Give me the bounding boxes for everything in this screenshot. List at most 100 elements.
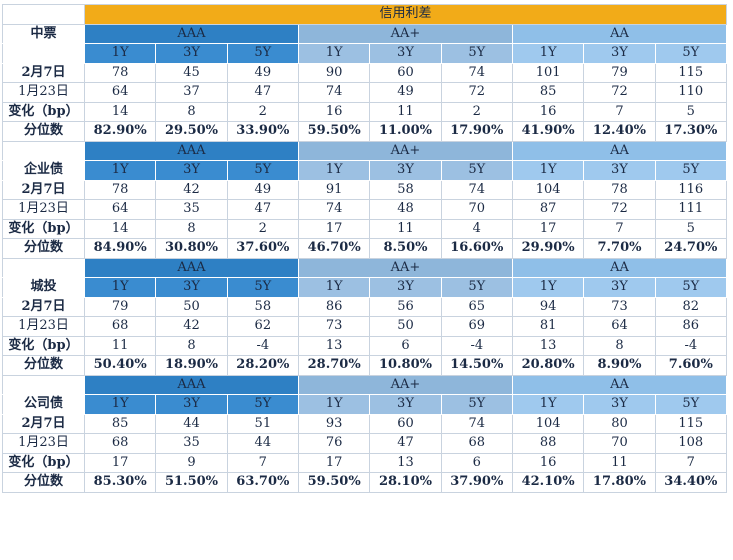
row-label: 2月7日: [2, 413, 85, 434]
spread-value-cell: 104: [511, 413, 585, 434]
spread-value-cell: 2: [440, 101, 513, 122]
spread-value-cell: 17: [297, 452, 371, 473]
spread-value-cell: 8: [583, 335, 656, 356]
section-header-tenors: 企业债 1Y 3Y 5Y 1Y 3Y 5Y 1Y 3Y 5Y: [2, 160, 728, 181]
spread-value-cell: 10.80%: [369, 355, 442, 376]
spread-value-cell: 74: [297, 82, 371, 103]
rating-header-aa: AA: [511, 374, 728, 395]
spread-value-cell: 42.10%: [511, 472, 585, 493]
spread-value-cell: 51: [226, 413, 299, 434]
row-label: 分位数: [2, 355, 85, 376]
row-feb7: 2月7日 78 42 49 91 58 74 104 78 116: [2, 179, 728, 200]
spread-value-cell: 7: [654, 452, 728, 473]
section-name-blank: [2, 374, 85, 395]
tenor-header-3y: 3Y: [583, 160, 656, 181]
spread-value-cell: 7: [583, 101, 656, 122]
spread-value-cell: 46.70%: [297, 238, 371, 259]
spread-value-cell: 11: [83, 335, 157, 356]
tenor-header-5y: 5Y: [440, 160, 513, 181]
row-label: 变化（bp）: [2, 218, 85, 239]
spread-value-cell: 14.50%: [440, 355, 513, 376]
row-label: 分位数: [2, 472, 85, 493]
spread-value-cell: 74: [440, 62, 513, 83]
tenor-header-1y: 1Y: [511, 43, 585, 64]
spread-value-cell: 47: [226, 82, 299, 103]
spread-value-cell: 82.90%: [83, 121, 157, 142]
row-label: 1月23日: [2, 199, 85, 220]
spread-value-cell: 8: [155, 335, 228, 356]
spread-value-cell: 63.70%: [226, 472, 299, 493]
spread-value-cell: 68: [83, 316, 157, 337]
tenor-header-5y: 5Y: [440, 277, 513, 298]
spread-value-cell: 7.60%: [654, 355, 728, 376]
tenor-header-1y: 1Y: [297, 43, 371, 64]
row-label: 1月23日: [2, 82, 85, 103]
spread-value-cell: 84.90%: [83, 238, 157, 259]
row-feb7: 2月7日 78 45 49 90 60 74 101 79 115: [2, 62, 728, 83]
spread-value-cell: 93: [297, 413, 371, 434]
spread-value-cell: 65: [440, 296, 513, 317]
tenor-header-3y: 3Y: [155, 394, 228, 415]
row-jan23: 1月23日 64 35 47 74 48 70 87 72 111: [2, 199, 728, 220]
spread-value-cell: 2: [226, 218, 299, 239]
spread-value-cell: 115: [654, 62, 728, 83]
spread-value-cell: 48: [369, 199, 442, 220]
spread-value-cell: 88: [511, 433, 585, 454]
spread-value-cell: 60: [369, 62, 442, 83]
spread-value-cell: 2: [226, 101, 299, 122]
tenor-header-1y: 1Y: [83, 277, 157, 298]
spread-value-cell: 74: [440, 413, 513, 434]
spread-value-cell: 64: [583, 316, 656, 337]
spread-value-cell: 24.70%: [654, 238, 728, 259]
spread-value-cell: 59.50%: [297, 472, 371, 493]
spread-value-cell: 18.90%: [155, 355, 228, 376]
rating-header-aa: AA: [511, 140, 728, 161]
section-name-blank: [2, 257, 85, 278]
spread-value-cell: 49: [226, 179, 299, 200]
spread-value-cell: 14: [83, 218, 157, 239]
spread-value-cell: 8: [155, 218, 228, 239]
spread-value-cell: 17.30%: [654, 121, 728, 142]
tenor-header-5y: 5Y: [226, 394, 299, 415]
spread-value-cell: 76: [297, 433, 371, 454]
spread-value-cell: 11: [369, 101, 442, 122]
spread-value-cell: 69: [440, 316, 513, 337]
spread-value-cell: 47: [226, 199, 299, 220]
spread-value-cell: 79: [583, 62, 656, 83]
section-header-ratings: AAA AA+ AA: [2, 374, 728, 395]
section-header-tenors: 公司债 1Y 3Y 5Y 1Y 3Y 5Y 1Y 3Y 5Y: [2, 394, 728, 415]
spread-value-cell: 72: [583, 199, 656, 220]
spread-value-cell: 59.50%: [297, 121, 371, 142]
spread-value-cell: 8: [155, 101, 228, 122]
spread-value-cell: 44: [155, 413, 228, 434]
row-label: 2月7日: [2, 62, 85, 83]
tenor-header-5y: 5Y: [440, 43, 513, 64]
row-jan23: 1月23日 68 35 44 76 47 68 88 70 108: [2, 433, 728, 454]
spread-value-cell: 17: [511, 218, 585, 239]
row-percentile: 分位数 85.30% 51.50% 63.70% 59.50% 28.10% 37.90% 4…: [2, 472, 728, 493]
spread-value-cell: 50: [155, 296, 228, 317]
spread-value-cell: 42: [155, 179, 228, 200]
spread-value-cell: 6: [369, 335, 442, 356]
spread-value-cell: 101: [511, 62, 585, 83]
spread-value-cell: 49: [369, 82, 442, 103]
tenor-header-3y: 3Y: [155, 43, 228, 64]
spread-value-cell: 85: [511, 82, 585, 103]
spread-value-cell: 13: [369, 452, 442, 473]
spread-value-cell: 64: [83, 199, 157, 220]
spread-value-cell: 111: [654, 199, 728, 220]
tenor-header-5y: 5Y: [226, 43, 299, 64]
row-feb7: 2月7日 85 44 51 93 60 74 104 80 115: [2, 413, 728, 434]
rating-header-aa: AA: [511, 23, 728, 44]
tenor-header-3y: 3Y: [369, 43, 442, 64]
row-change: 变化（bp） 11 8 -4 13 6 -4 13 8 -4: [2, 335, 728, 356]
spread-value-cell: 17: [297, 218, 371, 239]
row-percentile: 分位数 82.90% 29.50% 33.90% 59.50% 11.00% 17.90% 4…: [2, 121, 728, 142]
tenor-header-5y: 5Y: [440, 394, 513, 415]
spread-value-cell: 7: [226, 452, 299, 473]
spread-value-cell: 74: [440, 179, 513, 200]
spread-value-cell: 14: [83, 101, 157, 122]
spread-value-cell: 42: [155, 316, 228, 337]
rating-header-aa: AA: [511, 257, 728, 278]
tenor-header-1y: 1Y: [83, 160, 157, 181]
